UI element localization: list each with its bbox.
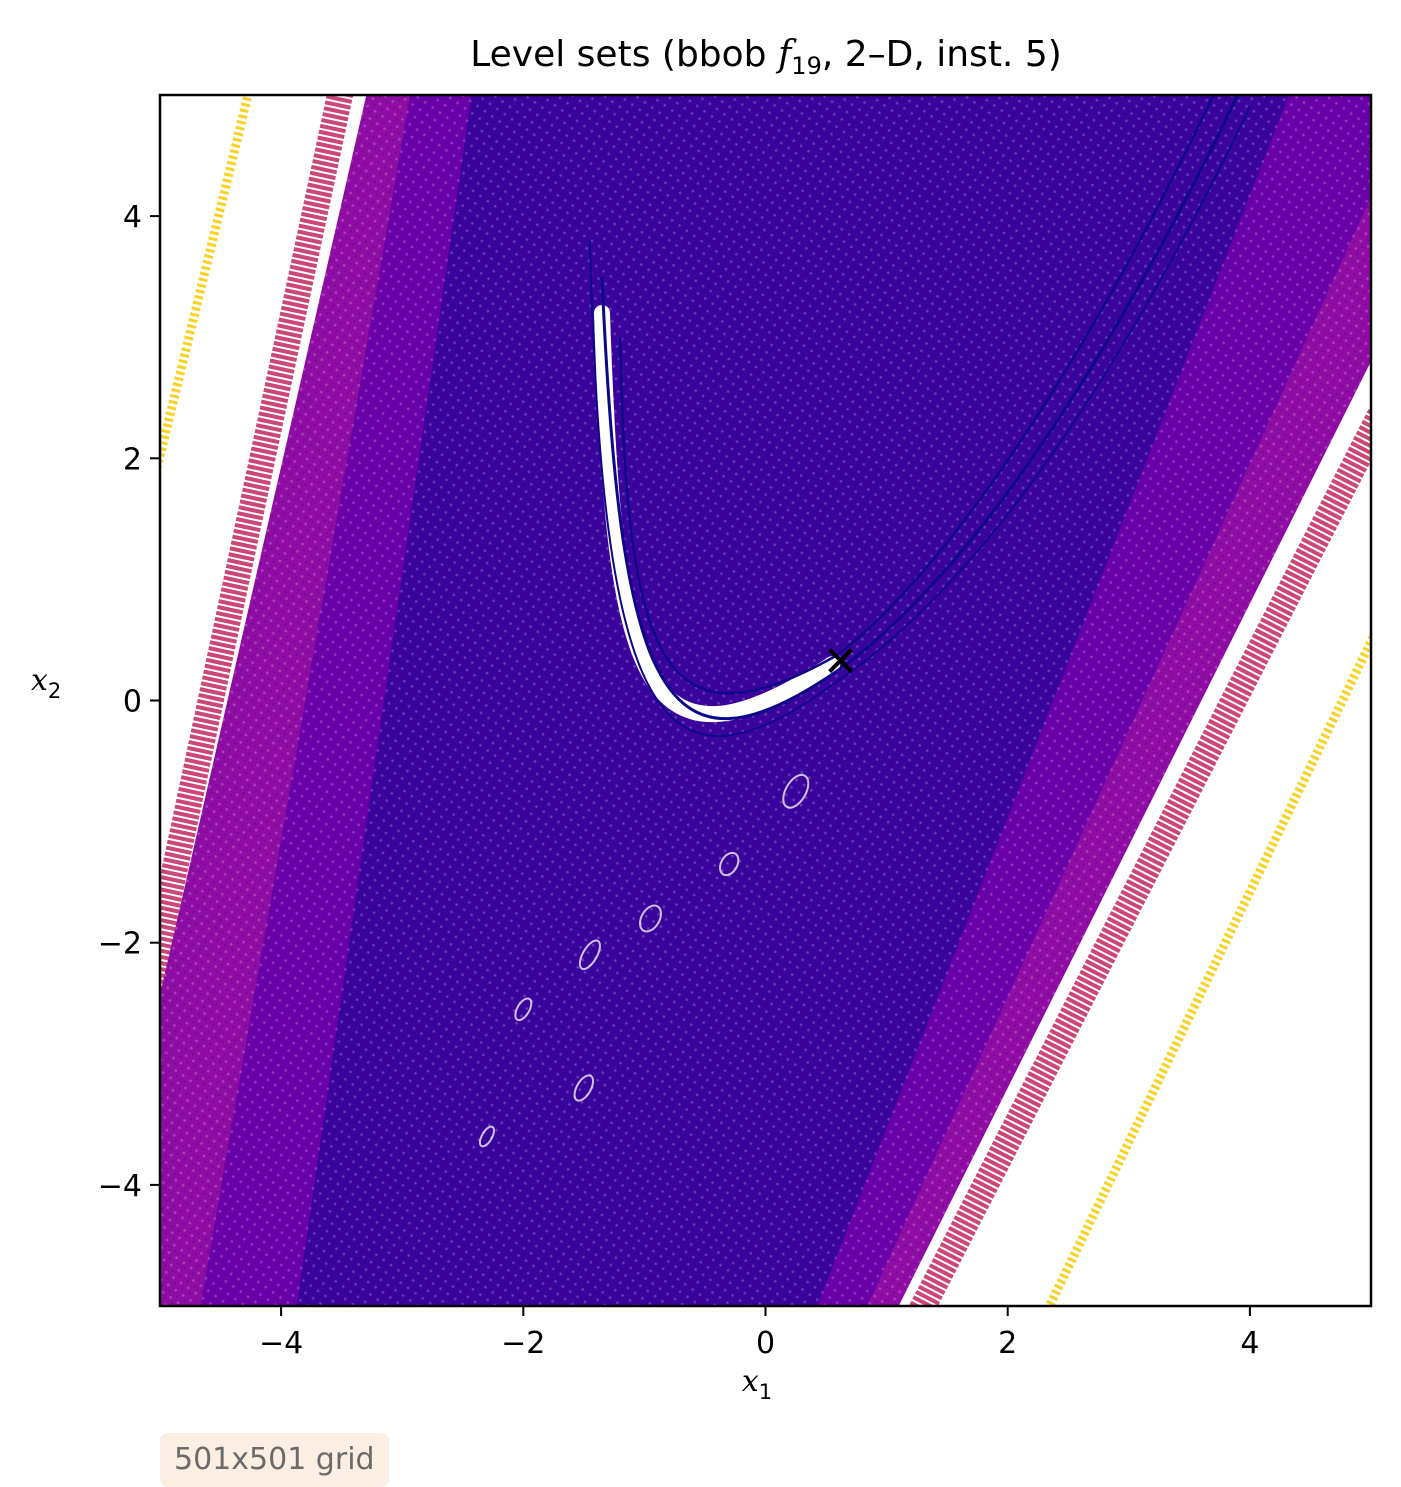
contour-band-yellow-right (1044, 631, 1371, 1306)
x-tick-label: 0 (756, 1326, 775, 1361)
y-tick-label: −4 (98, 1169, 142, 1204)
local-minimum-2 (578, 939, 601, 971)
title-rest: , 2–D, inst. 5) (822, 34, 1062, 75)
y-tick-label: −2 (98, 927, 142, 962)
x-tick-label: −2 (501, 1326, 545, 1361)
x-tick-label: 2 (998, 1326, 1017, 1361)
local-minima (478, 773, 810, 1148)
local-minimum-7 (478, 1125, 495, 1148)
title-sub: 19 (791, 52, 822, 80)
x-tick-label: −4 (259, 1326, 303, 1361)
contour-field (160, 95, 1371, 1306)
chart-title: Level sets (bbob f19, 2–D, inst. 5) (470, 34, 1062, 80)
local-minimum-5 (573, 1074, 595, 1102)
y-axis-label: x2 (31, 663, 61, 703)
x-axis-label: x1 (742, 1364, 772, 1404)
valley-line-3 (588, 106, 1251, 737)
x-tick-label: 4 (1240, 1326, 1259, 1361)
local-minimum-6 (719, 851, 740, 877)
local-minimum-3 (782, 773, 810, 809)
local-minimum-1 (639, 904, 662, 933)
y-tick-label: 2 (123, 442, 142, 477)
local-minimum-4 (514, 997, 533, 1022)
y-ticks: −4 −2 0 2 4 (98, 200, 160, 1204)
x-ticks: −4 −2 0 2 4 (259, 1306, 1259, 1361)
valley-white-gap (594, 305, 841, 723)
title-main: Level sets (bbob (470, 34, 778, 75)
y-tick-label: 0 (123, 685, 142, 720)
y-tick-label: 4 (123, 200, 142, 235)
valley-line-2 (618, 95, 1215, 695)
valley-line-1 (600, 95, 1240, 721)
optimum-marker-stroke-2 (828, 648, 853, 673)
grid-size-badge: 501x501 grid (160, 1433, 389, 1487)
contour-band-pink-left (160, 95, 354, 1001)
optimum-marker (828, 648, 853, 673)
contour-band-pink-right (908, 404, 1371, 1306)
